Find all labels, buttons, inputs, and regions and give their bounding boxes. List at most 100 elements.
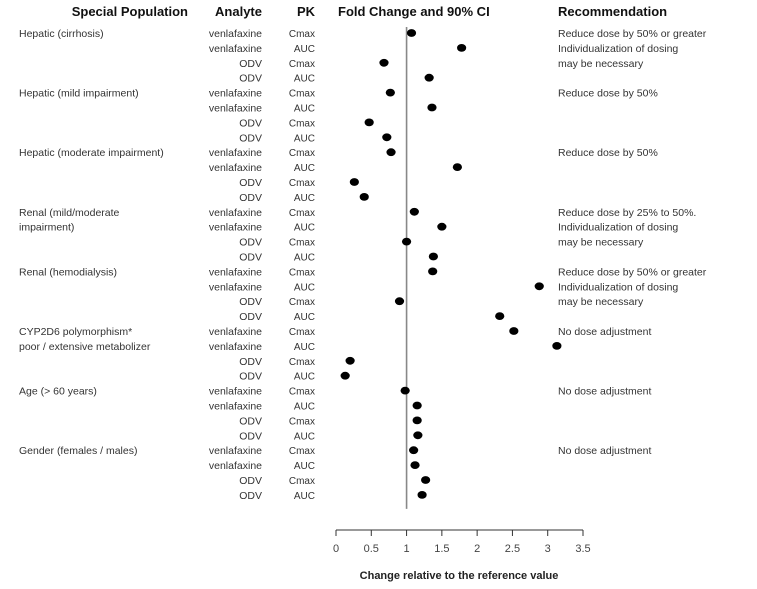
analyte-label: venlafaxine [209, 103, 262, 115]
data-point [386, 148, 396, 157]
header-pk: PK [297, 4, 316, 19]
rows: Hepatic (cirrhosis) Reduce dose by 50% or… [19, 28, 707, 502]
analyte-label: venlafaxine [209, 401, 262, 413]
recommendation-text: Reduce dose by 50% [558, 88, 658, 100]
recommendation-text: Reduce dose by 50% [558, 147, 658, 159]
pk-label: Cmax [289, 118, 315, 129]
recommendation-text: Individualization of dosing [558, 281, 678, 293]
recommendation-text: Individualization of dosing [558, 43, 678, 55]
pk-label: AUC [294, 253, 315, 264]
pk-label: AUC [294, 312, 315, 323]
pk-label: Cmax [289, 238, 315, 249]
x-tick-label: 2.5 [505, 543, 520, 555]
x-tick-label: 1 [404, 543, 410, 555]
data-point [421, 476, 431, 484]
data-point [428, 252, 438, 261]
analyte-label: ODV [239, 415, 262, 427]
data-point [424, 73, 434, 82]
recommendation-text: No dose adjustment [558, 445, 651, 457]
data-point [427, 103, 437, 112]
pk-label: Cmax [289, 357, 315, 368]
pk-label: AUC [294, 372, 315, 383]
recommendation-text: Individualization of dosing [558, 222, 678, 234]
pk-label: Cmax [289, 148, 315, 159]
analyte-label: ODV [239, 356, 262, 368]
population-label: impairment) [19, 222, 74, 234]
population-group: Age (> 60 years) No dose adjustment venlaf… [19, 386, 651, 443]
data-point [412, 416, 422, 425]
data-point [379, 58, 389, 67]
data-point [495, 312, 505, 320]
analyte-label: venlafaxine [209, 326, 262, 338]
pk-label: AUC [294, 491, 315, 502]
data-point [394, 297, 405, 306]
pk-label: Cmax [289, 327, 315, 338]
population-label: Hepatic (moderate impairment) [19, 147, 164, 159]
population-label: Renal (hemodialysis) [19, 266, 117, 278]
analyte-label: venlafaxine [209, 147, 262, 159]
data-point [509, 327, 519, 335]
data-point [382, 133, 392, 142]
population-group: CYP2D6 polymorphism* poor / extensive met… [19, 326, 651, 383]
x-tick-label: 3 [545, 543, 551, 555]
data-point [385, 88, 395, 97]
pk-label: AUC [294, 44, 315, 55]
analyte-label: venlafaxine [209, 222, 262, 234]
x-tick-label: 2 [474, 543, 480, 555]
pk-label: AUC [294, 104, 315, 115]
recommendation-text: may be necessary [558, 237, 644, 249]
analyte-label: venlafaxine [209, 162, 262, 174]
x-tick-label: 0.5 [364, 543, 379, 555]
analyte-label: venlafaxine [209, 43, 262, 55]
recommendation-text: Reduce dose by 25% to 50%. [558, 207, 696, 219]
pk-label: Cmax [289, 267, 315, 278]
population-label: Hepatic (cirrhosis) [19, 28, 104, 40]
population-group: Gender (females / males) No dose adjustme… [19, 445, 651, 502]
analyte-label: ODV [239, 132, 262, 144]
analyte-label: venlafaxine [209, 281, 262, 293]
data-point [400, 386, 410, 395]
analyte-label: venlafaxine [209, 28, 262, 40]
data-point [410, 461, 420, 469]
analyte-label: ODV [239, 430, 262, 442]
recommendation-text: No dose adjustment [558, 386, 651, 398]
data-point [428, 267, 438, 276]
data-point [359, 193, 369, 201]
population-label: Renal (mild/moderate [19, 207, 120, 219]
header-analyte: Analyte [215, 4, 262, 19]
analyte-label: ODV [239, 237, 262, 249]
recommendation-text: Reduce dose by 50% or greater [558, 266, 707, 278]
header-special-population: Special Population [72, 4, 188, 19]
data-point [417, 491, 427, 499]
pk-label: Cmax [289, 59, 315, 70]
analyte-label: ODV [239, 296, 262, 308]
pk-label: Cmax [289, 387, 315, 398]
data-point [345, 356, 355, 365]
analyte-label: venlafaxine [209, 207, 262, 219]
population-label: Gender (females / males) [19, 445, 137, 457]
analyte-label: ODV [239, 371, 262, 383]
population-group: Hepatic (moderate impairment) Reduce dose… [19, 147, 658, 204]
analyte-label: venlafaxine [209, 445, 262, 457]
data-point [401, 237, 412, 246]
pk-label: Cmax [289, 476, 315, 487]
analyte-label: venlafaxine [209, 341, 262, 353]
pk-label: AUC [294, 461, 315, 472]
population-group: Renal (hemodialysis) Reduce dose by 50% o… [19, 266, 707, 323]
pk-label: Cmax [289, 178, 315, 189]
x-axis: 0 0.5 1 1.5 2 2.5 3 3.5 [333, 529, 591, 555]
pk-label: AUC [294, 282, 315, 293]
recommendation-text: No dose adjustment [558, 326, 651, 338]
data-point [364, 118, 374, 127]
pk-label: AUC [294, 431, 315, 442]
population-group: Hepatic (mild impairment) Reduce dose by … [19, 88, 658, 145]
pk-label: Cmax [289, 208, 315, 219]
pk-label: Cmax [289, 29, 315, 40]
analyte-label: ODV [239, 192, 262, 204]
pk-label: AUC [294, 342, 315, 353]
analyte-label: ODV [239, 58, 262, 70]
data-point [409, 446, 419, 455]
pk-label: Cmax [289, 416, 315, 427]
x-tick-label: 1.5 [434, 543, 449, 555]
